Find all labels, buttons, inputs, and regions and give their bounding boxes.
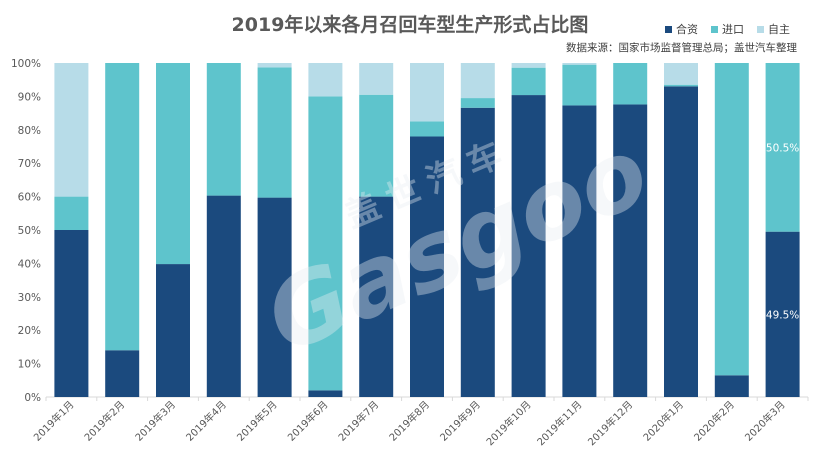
bar-segment-jinkou [156, 63, 190, 265]
bar-segment-jinkou [206, 63, 241, 196]
bar-segment-hezi [613, 104, 648, 397]
chart-source: 数据来源：国家市场监督管理总局；盖世汽车整理 [566, 41, 797, 54]
bar-segment-jinkou [308, 96, 343, 391]
x-tick-label: 2019年7月 [335, 398, 381, 444]
y-tick-label: 90% [18, 91, 41, 103]
watermark: 盖世汽车 Gasgoo [251, 115, 664, 375]
bar-segment-hezi [308, 390, 343, 397]
y-tick-label: 100% [11, 58, 41, 70]
bar-segment-zizhu [308, 63, 343, 97]
bar-segment-zizhu [54, 63, 89, 197]
bar-segment-hezi [562, 105, 597, 397]
bar-segment-jinkou [613, 63, 648, 105]
legend: 合资 进口 自主 [665, 22, 790, 36]
bar-segment-zizhu [257, 63, 292, 68]
data-label: 49.5% [766, 309, 799, 321]
data-labels: 50.5% 49.5% [766, 142, 799, 321]
y-axis: 0% 10% 20% 30% 40% 50% 60% 70% 80% 90% 100% [11, 58, 41, 404]
bar-segment-zizhu [359, 63, 394, 95]
bar-segment-jinkou [664, 84, 698, 87]
x-tick-label: 2019年4月 [183, 398, 229, 444]
x-tick-label: 2019年3月 [132, 398, 178, 444]
y-tick-label: 70% [18, 158, 41, 170]
x-tick-label: 2019年1月 [31, 398, 77, 444]
bar-segment-hezi [156, 264, 190, 397]
x-tick-label: 2019年2月 [81, 398, 127, 444]
bar-segment-hezi [105, 350, 140, 397]
bar-segment-zizhu [664, 63, 698, 85]
x-tick-label: 2019年8月 [386, 398, 432, 444]
x-tick-label: 2019年5月 [234, 398, 280, 444]
bar-segment-jinkou [511, 67, 546, 96]
bar-segment-jinkou [460, 98, 495, 108]
bar-segment-hezi [206, 195, 241, 397]
chart-title: 2019年以来各月召回车型生产形式占比图 [232, 13, 589, 36]
bar-segment-hezi [359, 196, 394, 397]
x-tick-label: 2020年2月 [691, 398, 737, 444]
legend-label: 合资 [676, 22, 698, 36]
bar-segment-hezi [765, 231, 800, 397]
x-axis: 2019年1月 2019年2月 2019年3月 2019年4月 2019年5月 2019年… [31, 397, 809, 448]
bars [54, 63, 800, 398]
bar-segment-jinkou [714, 63, 749, 376]
x-tick-label: 2019年10月 [483, 398, 533, 448]
y-tick-label: 10% [18, 359, 41, 371]
legend-label: 进口 [722, 23, 744, 36]
bar-segment-jinkou [257, 67, 292, 198]
bar-segment-hezi [460, 107, 495, 398]
bar-segment-jinkou [105, 63, 140, 351]
y-tick-label: 20% [18, 325, 41, 337]
x-tick-label: 2019年11月 [534, 398, 584, 448]
bar-segment-hezi [257, 197, 292, 397]
y-tick-label: 30% [18, 292, 41, 304]
legend-swatch [711, 26, 718, 33]
x-tick-label: 2020年1月 [640, 398, 686, 444]
x-tick-label: 2020年3月 [742, 398, 788, 444]
bar-segment-zizhu [410, 63, 444, 122]
bar-segment-zizhu [511, 63, 546, 68]
bar-segment-zizhu [460, 63, 495, 99]
bar-segment-hezi [714, 375, 749, 397]
bar-segment-hezi [511, 95, 546, 398]
x-tick-label: 2019年6月 [285, 398, 331, 444]
bar-segment-jinkou [410, 121, 444, 137]
bar-segment-hezi [410, 136, 444, 398]
y-tick-label: 60% [18, 192, 41, 204]
x-tick-label: 2019年9月 [437, 398, 483, 444]
data-label: 50.5% [766, 142, 799, 154]
bar-segment-zizhu [562, 63, 597, 65]
bar-segment-hezi [664, 86, 698, 397]
legend-swatch [665, 26, 672, 33]
y-tick-label: 80% [18, 125, 41, 137]
bar-segment-hezi [54, 230, 89, 397]
x-tick-label: 2019年12月 [585, 398, 635, 448]
y-tick-label: 40% [18, 258, 41, 270]
bar-segment-jinkou [562, 64, 597, 106]
bar-segment-jinkou [54, 196, 89, 230]
y-tick-label: 50% [18, 225, 41, 237]
bar-segment-jinkou [359, 94, 394, 197]
bar-segment-jinkou [765, 63, 800, 232]
legend-label: 自主 [768, 23, 790, 36]
legend-swatch [757, 26, 764, 33]
y-tick-label: 0% [24, 392, 41, 404]
